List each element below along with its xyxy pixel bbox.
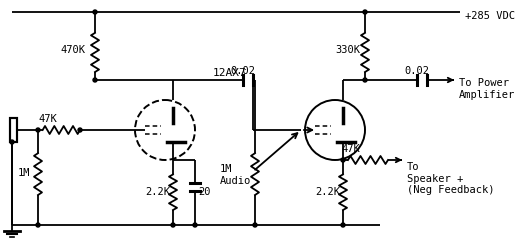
Text: 47K: 47K [342, 144, 361, 154]
Bar [10, 118, 17, 142]
Circle shape [93, 10, 97, 14]
Circle shape [363, 78, 367, 82]
Circle shape [341, 223, 345, 227]
Bar [10, 118, 17, 142]
Text: 47K: 47K [39, 114, 57, 124]
Text: 470K: 470K [60, 45, 85, 55]
Circle shape [171, 223, 175, 227]
Text: 330K: 330K [335, 45, 360, 55]
Text: +285 VDC: +285 VDC [465, 11, 515, 21]
Circle shape [36, 223, 40, 227]
Text: 1M
Audio: 1M Audio [220, 164, 251, 186]
Text: 20: 20 [198, 187, 211, 197]
Circle shape [341, 158, 345, 162]
Text: 12AX7: 12AX7 [213, 68, 247, 78]
Text: 0.02: 0.02 [405, 66, 430, 76]
Circle shape [253, 223, 257, 227]
Circle shape [36, 128, 40, 132]
Circle shape [363, 10, 367, 14]
Text: To Power
Amplifier: To Power Amplifier [459, 78, 515, 100]
Circle shape [10, 140, 14, 144]
Circle shape [93, 78, 97, 82]
Text: To
Speaker +
(Neg Feedback): To Speaker + (Neg Feedback) [407, 162, 495, 195]
Circle shape [193, 223, 197, 227]
Text: 0.02: 0.02 [231, 66, 256, 76]
Text: 2.2K: 2.2K [145, 187, 170, 197]
Circle shape [78, 128, 82, 132]
Text: 2.2K: 2.2K [315, 187, 340, 197]
Text: 1M: 1M [18, 168, 30, 178]
